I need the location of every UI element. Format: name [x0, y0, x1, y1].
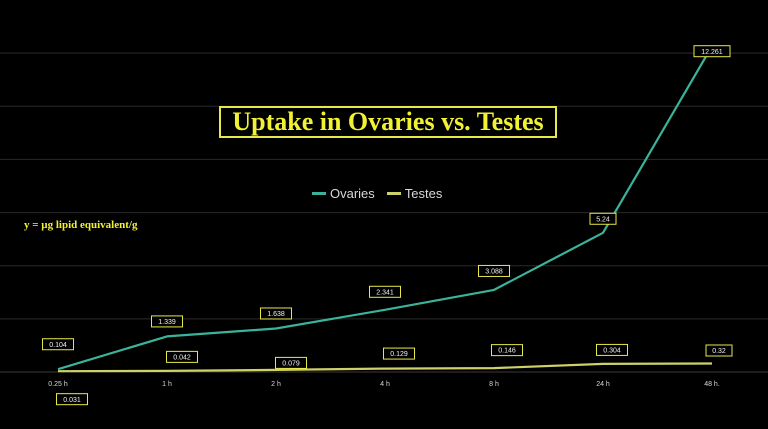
- data-label-box: [260, 307, 292, 320]
- data-label-box: [491, 344, 523, 357]
- data-label-box: [42, 338, 74, 351]
- data-label-box: [693, 45, 731, 58]
- data-label-box: [478, 264, 510, 277]
- data-label: 5.24: [596, 216, 610, 223]
- legend-label-ovaries: Ovaries: [330, 186, 375, 201]
- data-label: 3.088: [485, 269, 503, 276]
- data-label: 1.638: [267, 311, 285, 318]
- x-tick-label: 1 h: [162, 381, 172, 388]
- data-label: 12.261: [701, 49, 723, 56]
- chart-title-box: Uptake in Ovaries vs. Testes: [219, 106, 557, 138]
- data-label: 0.146: [498, 348, 516, 355]
- series-line-testes: [57, 362, 713, 373]
- data-label: 0.042: [173, 354, 191, 361]
- series-line-ovaries: [57, 45, 713, 371]
- data-label: 1.339: [158, 319, 176, 326]
- data-label: 0.031: [63, 397, 81, 404]
- data-label-box: [275, 356, 307, 369]
- legend-swatch-testes: [386, 192, 401, 195]
- legend-item-testes: Testes: [386, 186, 443, 201]
- data-label: 0.304: [603, 348, 621, 355]
- y-axis-label: y = µg lipid equivalent/g: [24, 219, 138, 231]
- chart-title: Uptake in Ovaries vs. Testes: [232, 107, 544, 136]
- x-tick-label: 24 h: [596, 381, 610, 388]
- data-label-box: [596, 343, 628, 356]
- data-label: 2.341: [376, 289, 394, 296]
- data-label-box: [369, 285, 401, 298]
- data-label-box: [151, 315, 183, 328]
- data-label: 0.079: [282, 361, 300, 368]
- legend-item-ovaries: Ovaries: [312, 186, 375, 201]
- data-label-box: [56, 393, 88, 406]
- data-label-box: [166, 350, 198, 363]
- x-tick-label: 2 h: [271, 381, 281, 388]
- legend-swatch-ovaries: [312, 192, 326, 195]
- x-tick-label: 4 h: [380, 381, 390, 388]
- legend-label-testes: Testes: [404, 186, 443, 201]
- x-tick-label: 0.25 h: [48, 381, 68, 388]
- x-tick-label: 48 h.: [704, 381, 720, 388]
- data-label: 0.129: [390, 351, 408, 358]
- data-label-box: [705, 344, 733, 357]
- legend: Ovaries Testes: [312, 186, 442, 201]
- data-label: 0.104: [49, 342, 67, 349]
- data-label-box: [383, 347, 415, 360]
- x-tick-label: 8 h: [489, 381, 499, 388]
- data-label: 0.32: [712, 348, 726, 355]
- data-label-box: [589, 212, 617, 225]
